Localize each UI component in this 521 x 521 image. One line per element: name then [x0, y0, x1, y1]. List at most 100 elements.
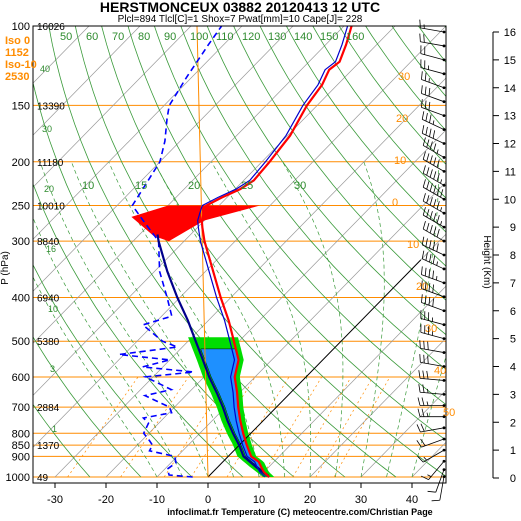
height-tick-label: 4 [510, 362, 516, 374]
dry-adiabat [101, 26, 446, 477]
geopotential-label: 1370 [37, 441, 60, 452]
theta-label: 100 [190, 31, 208, 43]
height-tick-label: 15 [504, 55, 516, 67]
dry-adiabat [391, 26, 446, 98]
dry-adiabat [48, 26, 346, 478]
dry-adiabat [33, 403, 91, 478]
theta-label: 80 [138, 31, 150, 43]
info-value-iso0: 1152 [5, 47, 29, 59]
mixing-ratio-line [261, 376, 322, 478]
theta-label: 120 [242, 31, 260, 43]
temperature-curve [200, 26, 353, 478]
wind-barb [420, 310, 446, 327]
dry-adiabat [33, 336, 142, 478]
dry-adiabat [365, 26, 446, 132]
isotherm [33, 26, 192, 188]
wind-barb [421, 266, 446, 285]
geopotential-label: 2884 [37, 403, 60, 414]
theta-w-label: 25 [241, 180, 253, 192]
height-tick-label: 0 [510, 473, 516, 485]
chart-title: HERSTMONCEUX 03882 20120413 12 UTC [100, 0, 380, 15]
wind-barb [421, 250, 446, 271]
height-tick-label: 13 [504, 111, 516, 123]
geopotential-label: 5380 [37, 337, 60, 348]
mixing-ratio-label: 30 [42, 124, 52, 134]
temperature-tick-label: 40 [406, 494, 418, 506]
temperature-tick-label: 20 [304, 494, 316, 506]
chart-subtitle: Plcl=894 Tlcl[C]=1 Shox=7 Pwat[mm]=10 Ca… [118, 14, 363, 25]
mixing-ratio-line [333, 376, 391, 478]
height-tick-label: 1 [510, 445, 516, 457]
dry-adiabat [312, 26, 446, 199]
mixing-ratio-label: 20 [44, 184, 54, 194]
theta-w-label: 20 [188, 180, 200, 192]
wind-barb [416, 437, 446, 448]
y-axis-label: P (hPa) [0, 251, 11, 285]
wind-barb [419, 354, 446, 368]
wind-barb [416, 423, 446, 433]
theta-w-label: 10 [82, 180, 94, 192]
wind-barb [422, 193, 446, 215]
pressure-tick-label: 800 [12, 428, 30, 440]
mixing-ratio-label: 3 [50, 364, 55, 374]
wind-barb [422, 221, 446, 243]
reference-line [196, 26, 209, 478]
temperature-tick-label: -20 [98, 494, 114, 506]
geopotential-label: 8840 [37, 237, 60, 248]
wind-barb [420, 324, 446, 341]
dry-adiabat [74, 26, 397, 478]
wind-barb [427, 468, 446, 493]
mixing-ratio-line [190, 376, 256, 478]
dry-adiabat [206, 26, 446, 336]
wind-barb [422, 137, 446, 159]
pressure-tick-label: 250 [12, 200, 30, 212]
dry-adiabat [33, 182, 244, 478]
isotherm [258, 285, 446, 478]
theta-w-label: 30 [294, 180, 306, 192]
isotherm [105, 129, 446, 478]
geopotential-label: 6940 [37, 294, 60, 305]
height-tick-label: 10 [504, 194, 516, 206]
info-label-iso10: Iso-10 [5, 59, 37, 71]
pressure-tick-label: 400 [12, 293, 30, 305]
theta-e-label: 10 [407, 239, 419, 251]
theta-e-label: 10 [394, 155, 406, 167]
height-tick-label: 2 [510, 417, 516, 429]
wind-barb [421, 85, 446, 104]
height-tick-label: 8 [510, 250, 516, 262]
pressure-tick-label: 300 [12, 236, 30, 248]
moist-adiabat [386, 161, 439, 478]
wind-barb [421, 125, 446, 145]
theta-e-label: 30 [398, 71, 410, 83]
isotherm [309, 337, 446, 478]
chart-credit: infoclimat.fr Temperature (C) meteocentr… [167, 507, 432, 517]
theta-label: 90 [164, 31, 176, 43]
parcel-curve [156, 234, 270, 478]
pressure-tick-label: 1000 [6, 472, 30, 484]
mixing-ratio-label: 10 [48, 304, 58, 314]
info-box: Iso 0 1152 Iso-10 2530 [5, 35, 37, 83]
temperature-tick-label: 10 [253, 494, 265, 506]
height-tick-label: 12 [504, 139, 516, 151]
moist-adiabat [71, 161, 234, 478]
temperature-tick-label: 0 [205, 494, 211, 506]
mixing-ratio-line [315, 376, 374, 478]
height-tick-label: 16 [504, 27, 516, 39]
isotherm [207, 233, 446, 478]
moist-adiabat [154, 161, 285, 478]
theta-label: 110 [216, 31, 234, 43]
dry-adiabat [233, 26, 446, 301]
pressure-tick-label: 700 [12, 402, 30, 414]
wind-barb [422, 179, 446, 201]
wind-barb [420, 459, 446, 481]
moist-adiabat [33, 216, 183, 478]
geopotential-label: 16026 [37, 22, 65, 33]
wind-barb [420, 45, 446, 62]
wind-barbs [416, 19, 446, 502]
y2-axis-label: Height (Km) [481, 235, 492, 288]
wind-barb [421, 294, 446, 313]
moist-adiabat [282, 161, 344, 478]
pressure-tick-label: 900 [12, 451, 30, 463]
mixing-ratio-line [67, 376, 139, 478]
dry-adiabat [127, 26, 446, 441]
